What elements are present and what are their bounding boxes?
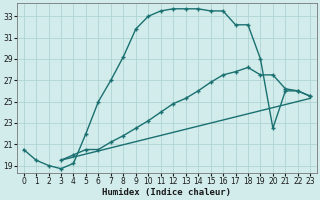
X-axis label: Humidex (Indice chaleur): Humidex (Indice chaleur) bbox=[102, 188, 231, 197]
